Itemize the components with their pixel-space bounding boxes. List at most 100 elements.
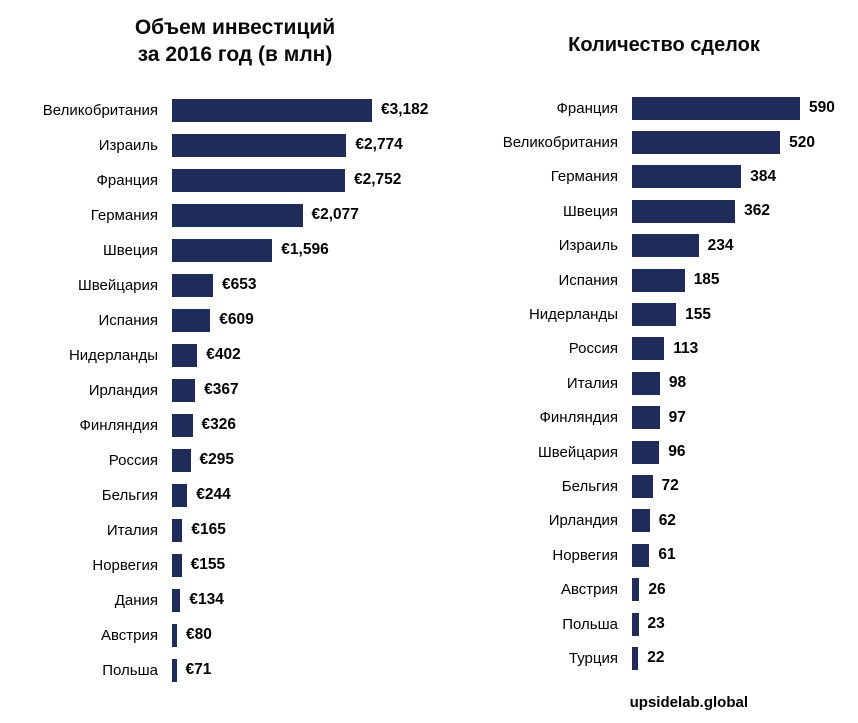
bar-row: Великобритания €3,182 [0, 93, 470, 128]
bar [632, 371, 660, 395]
bar [172, 658, 177, 682]
bar [632, 131, 781, 155]
value-label: 155 [685, 305, 711, 323]
bar-row: Швейцария 96 [470, 435, 858, 469]
bar [632, 612, 639, 636]
value-label: 520 [789, 133, 815, 151]
value-label: €71 [185, 661, 212, 679]
bar [172, 133, 347, 157]
bar [172, 238, 273, 262]
bar [172, 308, 211, 332]
value-label: €402 [206, 346, 241, 364]
bar-rows-deals: Франция 590 Великобритания 520 Германия 384 Шв… [470, 91, 858, 676]
category-label: Италия [566, 374, 618, 392]
bar-row: Норвегия €155 [0, 548, 470, 583]
bar [172, 518, 183, 542]
category-label: Израиль [558, 237, 618, 255]
bar [172, 378, 196, 402]
value-label: €2,077 [311, 206, 359, 224]
category-label: Норвегия [552, 546, 618, 564]
category-label: Франция [96, 171, 158, 189]
category-label: Нидерланды [68, 346, 158, 364]
value-label: €1,596 [281, 241, 329, 259]
category-label: Норвегия [92, 556, 158, 574]
bar [632, 440, 660, 464]
category-label: Нидерланды [528, 306, 618, 324]
value-label: €653 [222, 276, 257, 294]
bar-row: Испания 185 [470, 263, 858, 297]
value-label: €2,752 [354, 171, 402, 189]
bar-row: Израиль 234 [470, 229, 858, 263]
category-label: Израиль [98, 136, 158, 154]
chart-title-line-1: Объем инвестиций [134, 16, 336, 39]
value-label: €326 [201, 416, 236, 434]
bar-row: Италия 98 [470, 366, 858, 400]
bar [632, 578, 640, 602]
value-label: 97 [668, 408, 686, 426]
chart-title-line-2: за 2016 год (в млн) [137, 43, 333, 67]
category-label: Швеция [563, 202, 618, 220]
bar-row: Швеция €1,596 [0, 233, 470, 268]
bar-row: Италия €165 [0, 513, 470, 548]
category-label: Россия [568, 340, 618, 358]
bar-row: Австрия 26 [470, 572, 858, 606]
bar-row: Австрия €80 [0, 618, 470, 653]
charts-container: Объем инвестиций за 2016 год (в млн) Вел… [0, 0, 858, 688]
value-label: €244 [196, 486, 231, 504]
bar-row: Норвегия 61 [470, 538, 858, 572]
bar-row: Германия 384 [470, 160, 858, 194]
value-label: 62 [658, 511, 676, 529]
value-label: 98 [668, 374, 687, 392]
category-label: Бельгия [101, 486, 158, 504]
category-label: Австрия [560, 581, 618, 599]
bar [172, 553, 182, 577]
value-label: €295 [199, 451, 234, 469]
bar-row: Германия €2,077 [0, 198, 470, 233]
bar-row: Польша 23 [470, 607, 858, 641]
category-label: Финляндия [539, 409, 618, 427]
value-label: €2,774 [355, 136, 403, 154]
value-label: 185 [693, 271, 720, 289]
category-label: Германия [550, 168, 618, 186]
bar-row: Польша €71 [0, 653, 470, 688]
bar-row: Россия 113 [470, 332, 858, 366]
bar-row: Россия €295 [0, 443, 470, 478]
bar-row: Ирландия 62 [470, 504, 858, 538]
category-label: Ирландия [548, 512, 618, 530]
category-label: Бельгия [561, 477, 618, 495]
value-label: €367 [204, 381, 239, 399]
bar [632, 268, 685, 292]
bar [632, 646, 639, 670]
value-label: 22 [647, 649, 665, 667]
value-label: €155 [190, 556, 226, 574]
value-label: 61 [658, 546, 676, 564]
category-label: Швейцария [77, 276, 158, 294]
bar-rows-investment: Великобритания €3,182 Израиль €2,774 Франция… [0, 93, 470, 688]
bar-row: Швеция 362 [470, 194, 858, 228]
category-label: Ирландия [88, 381, 158, 399]
category-label: Швейцария [537, 443, 618, 461]
chart-investment-volume: Объем инвестиций за 2016 год (в млн) Вел… [0, 16, 470, 688]
category-label: Австрия [100, 626, 158, 644]
bar [632, 96, 800, 120]
value-label: €80 [186, 626, 212, 644]
value-label: 26 [648, 580, 666, 598]
category-label: Польша [562, 615, 618, 633]
bar-row: Бельгия €244 [0, 478, 470, 513]
bar [172, 623, 177, 647]
value-label: 96 [668, 443, 686, 461]
bar-row: Израиль €2,774 [0, 128, 470, 163]
category-label: Франция [556, 99, 618, 117]
bar [172, 483, 188, 507]
value-label: €609 [219, 311, 254, 329]
chart-title-deals: Количество сделок [568, 34, 760, 56]
category-label: Германия [90, 206, 158, 224]
bar [172, 168, 345, 192]
chart-deal-count: Количество сделок Франция 590 Великобритан… [470, 0, 858, 688]
watermark-text: upsidelab.global [629, 694, 748, 711]
category-label: Великобритания [42, 101, 158, 119]
bar-row: Испания €609 [0, 303, 470, 338]
bar-row: Ирландия €367 [0, 373, 470, 408]
bar [172, 98, 372, 122]
